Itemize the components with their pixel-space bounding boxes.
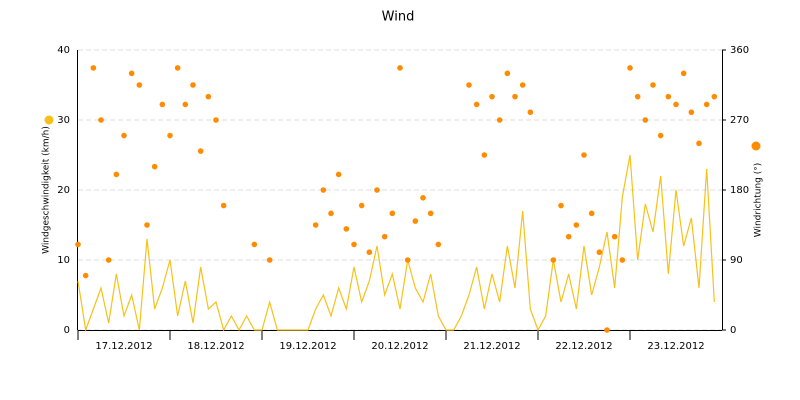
y-tick-label: 10 — [57, 255, 70, 266]
direction-point — [90, 65, 97, 71]
y2-tick-label: 180 — [730, 185, 749, 196]
x-tick-label: 23.12.2012 — [647, 341, 704, 352]
direction-point — [527, 109, 534, 116]
direction-point — [151, 163, 158, 170]
direction-point — [558, 202, 564, 209]
chart-title: Wind — [382, 10, 415, 25]
direction-point — [75, 241, 81, 248]
direction-point — [711, 93, 718, 100]
direction-point — [328, 210, 334, 217]
direction-point — [105, 257, 112, 263]
direction-point — [358, 202, 365, 209]
direction-point — [374, 187, 380, 193]
direction-point — [190, 82, 196, 88]
direction-point — [159, 101, 166, 108]
direction-point — [473, 101, 480, 108]
y-tick-label: 0 — [64, 325, 70, 336]
x-tick-label: 21.12.2012 — [463, 341, 520, 352]
direction-point — [550, 257, 557, 263]
direction-point — [174, 65, 181, 71]
direction-point — [167, 132, 173, 139]
direction-point — [412, 218, 419, 224]
x-tick-label: 19.12.2012 — [279, 341, 336, 352]
direction-point — [642, 117, 649, 123]
direction-point — [121, 132, 127, 139]
y2-tick-label: 360 — [730, 45, 749, 56]
direction-point — [673, 101, 679, 108]
direction-point — [703, 101, 710, 108]
direction-point — [519, 82, 526, 88]
direction-point — [565, 233, 572, 240]
direction-point — [627, 65, 633, 71]
direction-point — [680, 70, 687, 77]
y2-tick-label: 0 — [730, 325, 736, 336]
direction-point — [404, 257, 411, 263]
direction-point — [496, 117, 503, 123]
direction-point — [481, 152, 488, 158]
y-tick-label: 40 — [57, 45, 70, 56]
direction-point — [512, 93, 518, 100]
direction-point — [335, 171, 342, 178]
direction-point — [657, 132, 664, 139]
legend-marker — [44, 115, 54, 125]
direction-point — [205, 93, 212, 100]
direction-point — [688, 109, 695, 116]
direction-point — [581, 152, 587, 158]
direction-point — [266, 257, 273, 263]
direction-point — [351, 241, 357, 248]
direction-point — [98, 117, 104, 123]
direction-point — [182, 101, 189, 108]
direction-point — [665, 93, 672, 100]
direction-point — [320, 187, 327, 193]
direction-point — [573, 222, 580, 228]
direction-point — [588, 210, 595, 217]
direction-point — [128, 70, 135, 77]
direction-point — [596, 249, 603, 256]
direction-point — [213, 117, 219, 123]
direction-point — [381, 233, 388, 240]
direction-point — [619, 257, 626, 263]
direction-point — [696, 140, 702, 147]
legend-label: Windgeschwindigkeit (km/h) — [42, 126, 52, 254]
speed-line — [77, 154, 715, 333]
direction-point — [220, 202, 227, 209]
y2-tick-label: 90 — [730, 255, 743, 266]
legend-marker — [751, 141, 761, 151]
direction-point — [389, 210, 396, 217]
direction-point — [650, 82, 656, 88]
direction-point — [397, 65, 403, 71]
y2-tick-label: 270 — [730, 115, 749, 126]
direction-point — [604, 327, 610, 333]
y-tick-label: 30 — [57, 115, 70, 126]
direction-point — [489, 93, 495, 100]
x-tick-label: 17.12.2012 — [95, 341, 152, 352]
direction-point — [312, 222, 319, 228]
direction-point — [136, 82, 143, 88]
direction-point — [466, 82, 472, 88]
direction-point — [113, 171, 120, 178]
direction-point — [420, 194, 426, 201]
legend-label: Windrichtung (°) — [754, 163, 764, 238]
x-tick-label: 20.12.2012 — [371, 341, 428, 352]
x-tick-label: 22.12.2012 — [555, 341, 612, 352]
direction-point — [435, 241, 442, 248]
direction-point — [611, 233, 618, 240]
direction-point — [144, 222, 150, 228]
direction-point — [197, 148, 204, 154]
direction-point — [251, 241, 258, 248]
direction-point — [427, 210, 434, 217]
direction-point — [343, 226, 350, 232]
direction-point — [634, 93, 641, 100]
y-tick-label: 20 — [57, 185, 70, 196]
x-tick-label: 18.12.2012 — [187, 341, 244, 352]
direction-point — [504, 70, 511, 77]
direction-point — [82, 272, 89, 279]
direction-point — [366, 249, 373, 256]
